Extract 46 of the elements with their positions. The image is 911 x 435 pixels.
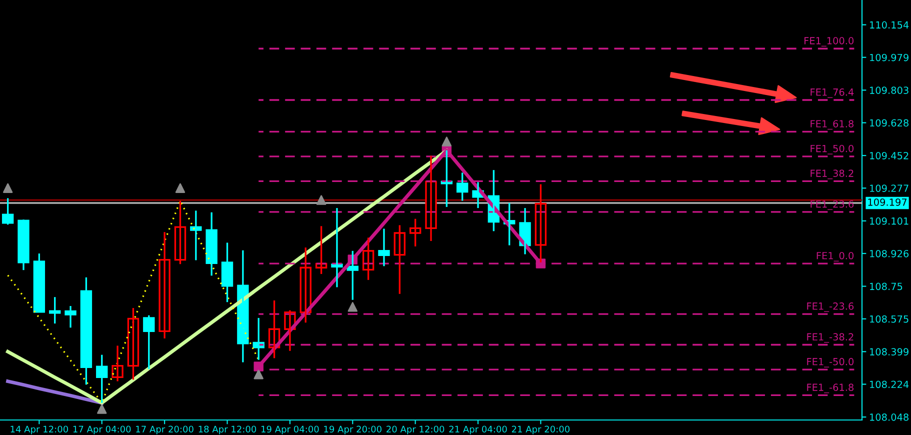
series-label: FE1_-50.0	[807, 358, 854, 368]
y-tick-label: 109.979	[870, 54, 908, 62]
candlestick	[2, 197, 14, 226]
line-series	[7, 200, 260, 404]
ref-line-label: 109.197	[868, 198, 907, 206]
y-tick-label: 108.926	[870, 250, 909, 258]
point	[316, 195, 326, 205]
x-tick-label: 17 Apr 20:00	[136, 426, 194, 434]
y-tick-label: 108.75	[870, 282, 902, 290]
y-tick-label: 109.452	[870, 152, 908, 160]
series-label: FE1_50.0	[810, 144, 854, 154]
series-label: FE1_-61.8	[807, 384, 854, 394]
x-tick-label: 21 Apr 04:00	[449, 426, 507, 434]
series-label: FE1_-23.6	[807, 302, 854, 312]
x-tick-label: 14 Apr 12:00	[10, 426, 68, 434]
series-label: FE1_100.0	[804, 37, 854, 47]
series-label: FE1_61.8	[810, 120, 854, 130]
y-tick-label: 109.803	[870, 86, 908, 94]
x-tick-label: 20 Apr 12:00	[386, 426, 444, 434]
series-label: FE1_38.2	[810, 170, 854, 180]
y-tick-label: 109.101	[870, 217, 908, 225]
series-label: FE1_76.4	[810, 88, 854, 98]
series-label: FE1_0.0	[816, 252, 854, 262]
x-tick-label: 21 Apr 20:00	[512, 426, 570, 434]
line-series	[6, 380, 104, 405]
x-tick-label: 19 Apr 04:00	[262, 426, 319, 434]
point	[97, 404, 107, 414]
y-tick-label: 109.628	[870, 119, 908, 127]
y-tick-label: 109.277	[870, 184, 908, 192]
series-label: FE1_-38.2	[807, 333, 854, 343]
x-tick-label: 18 Apr 12:00	[198, 426, 256, 434]
candlestick	[190, 210, 202, 262]
point	[175, 183, 186, 193]
point	[254, 370, 264, 380]
y-tick-label: 110.154	[870, 21, 909, 29]
candlestick	[49, 296, 61, 324]
point	[2, 183, 13, 193]
point	[442, 136, 452, 146]
y-tick-label: 108.575	[870, 315, 908, 323]
y-tick-label: 108.224	[870, 380, 909, 388]
point	[348, 302, 358, 312]
x-tick-label: 19 Apr 20:00	[324, 426, 382, 434]
y-tick-label: 108.048	[870, 414, 908, 421]
y-tick-label: 108.399	[870, 348, 908, 356]
x-tick-label: 17 Apr 04:00	[73, 426, 131, 434]
candlestick	[378, 228, 390, 267]
